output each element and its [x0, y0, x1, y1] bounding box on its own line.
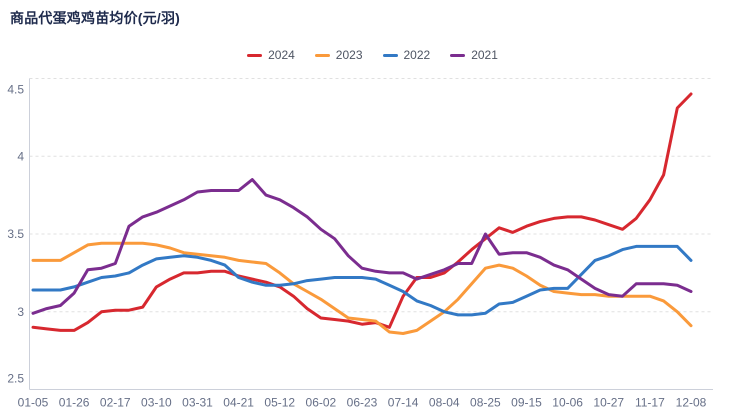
x-tick-label: 04-21 [223, 396, 254, 410]
x-axis-labels: 01-05 01-26 02-17 03-10 03-31 04-21 05-12 06-02… [18, 396, 707, 410]
legend-item-2023[interactable]: 2023 [314, 48, 363, 62]
legend-line-marker [247, 53, 263, 57]
legend: 2024 2023 2022 2021 [0, 48, 745, 62]
y-tick-label: 4 [17, 149, 24, 163]
series-line-2022 [31, 244, 693, 317]
x-tick-label: 05-12 [264, 396, 295, 410]
legend-label: 2022 [403, 48, 431, 62]
legend-label: 2023 [335, 48, 363, 62]
series-line-2021 [31, 178, 693, 315]
legend-line-marker [382, 53, 398, 57]
x-tick-label: 08-04 [429, 396, 460, 410]
y-tick-label: 3.5 [7, 227, 24, 241]
x-tick-label: 10-06 [552, 396, 583, 410]
x-tick-label: 02-17 [100, 396, 131, 410]
x-tick-label: 03-31 [182, 396, 213, 410]
legend-label: 2021 [471, 48, 498, 62]
x-tick-label: 09-15 [511, 396, 542, 410]
legend-item-2024[interactable]: 2024 [247, 48, 295, 62]
legend-line-marker [450, 53, 466, 57]
x-tick-label: 06-23 [347, 396, 378, 410]
y-tick-label: 2.5 [7, 372, 24, 386]
x-tick-label: 01-05 [18, 396, 49, 410]
x-tick-label: 08-25 [470, 396, 501, 410]
legend-item-2022[interactable]: 2022 [382, 48, 431, 62]
series-line-2024 [31, 92, 693, 332]
y-axis-labels: 4.5 4 3.5 3 2.5 [7, 83, 24, 386]
x-tick-label: 01-26 [59, 396, 90, 410]
x-tick-label: 10-27 [593, 396, 624, 410]
x-tick-label: 03-10 [141, 396, 172, 410]
gridlines [29, 78, 713, 313]
legend-line-marker [314, 53, 330, 57]
x-tick-label: 11-17 [635, 396, 665, 410]
x-tick-label: 07-14 [388, 396, 419, 410]
axes [29, 78, 713, 390]
x-tick-label: 06-02 [306, 396, 337, 410]
x-tick-label: 12-08 [676, 396, 707, 410]
y-tick-label: 3 [17, 305, 24, 319]
series-line-2023 [31, 241, 693, 335]
legend-item-2021[interactable]: 2021 [450, 48, 498, 62]
y-tick-label: 4.5 [7, 83, 24, 97]
legend-label: 2024 [268, 48, 295, 62]
chart-title: 商品代蛋鸡鸡苗均价(元/羽) [10, 10, 181, 26]
